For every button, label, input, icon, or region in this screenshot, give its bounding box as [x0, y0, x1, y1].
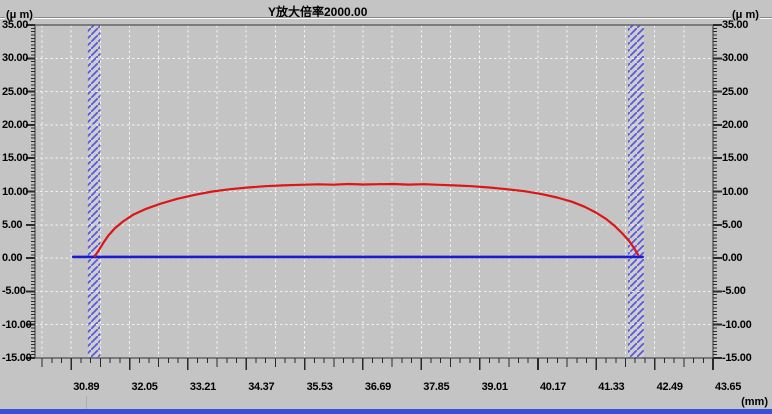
- y-tick-label-left: -15.00: [2, 352, 32, 364]
- x-tick-label: 39.01: [481, 381, 508, 393]
- x-tick-label: 41.33: [598, 381, 625, 393]
- x-tick-label: 43.65: [715, 381, 742, 393]
- y-tick-label-left: 15.00: [2, 152, 29, 165]
- x-tick-label: 37.85: [423, 381, 450, 393]
- y-tick-label-right: 10.00: [722, 185, 749, 198]
- x-tick-label: 36.69: [364, 381, 391, 393]
- y-tick-label-right: 20.00: [722, 118, 749, 131]
- y-tick-label-left: 0.00: [2, 252, 23, 265]
- chart-title: Y放大倍率2000.00: [268, 5, 368, 19]
- x-tick-label: 40.17: [539, 381, 566, 393]
- y-tick-label-left: 35.00: [2, 19, 29, 31]
- y-tick-label-right: 5.00: [722, 218, 743, 231]
- y-tick-label-left: 30.00: [2, 52, 29, 65]
- y-axis-unit-right: (μ m): [731, 9, 760, 21]
- y-tick-label-right: 0.00: [722, 252, 743, 265]
- y-tick-label-right: -10.00: [722, 318, 752, 331]
- cursor-band-right: [627, 25, 645, 358]
- grid-layer: [35, 25, 713, 358]
- x-tick-label: 34.37: [248, 381, 275, 393]
- x-tick-label: 42.49: [656, 381, 683, 393]
- y-tick-label-left: -5.00: [2, 285, 26, 298]
- x-tick-label: 30.89: [73, 381, 100, 393]
- y-tick-label-left: 10.00: [2, 185, 29, 198]
- y-tick-label-right: 30.00: [722, 52, 749, 65]
- x-tick-label: 35.53: [306, 381, 333, 393]
- y-tick-label-left: 25.00: [2, 85, 29, 98]
- measured-profile-trace: [93, 182, 640, 258]
- statusbar-divider: [86, 396, 87, 409]
- y-tick-label-left: -10.00: [2, 318, 32, 331]
- x-tick-label: 32.05: [131, 381, 158, 393]
- y-tick-label-right: -15.00: [722, 352, 752, 364]
- y-tick-label-right: 35.00: [722, 19, 749, 31]
- ruler-ticks: [26, 24, 722, 370]
- y-axis-unit-left: (μ m): [5, 9, 34, 21]
- y-tick-label-right: 25.00: [722, 85, 749, 98]
- y-tick-label-right: 15.00: [722, 152, 749, 165]
- x-axis-unit: (mm): [740, 396, 769, 408]
- y-tick-label-left: 20.00: [2, 118, 29, 131]
- cursor-band-left: [87, 25, 101, 358]
- title-separator: [0, 17, 772, 19]
- y-tick-label-right: -5.00: [722, 285, 746, 298]
- y-tick-label-left: 5.00: [2, 218, 23, 231]
- x-tick-label: 33.21: [189, 381, 216, 393]
- bottom-bar: [0, 409, 772, 414]
